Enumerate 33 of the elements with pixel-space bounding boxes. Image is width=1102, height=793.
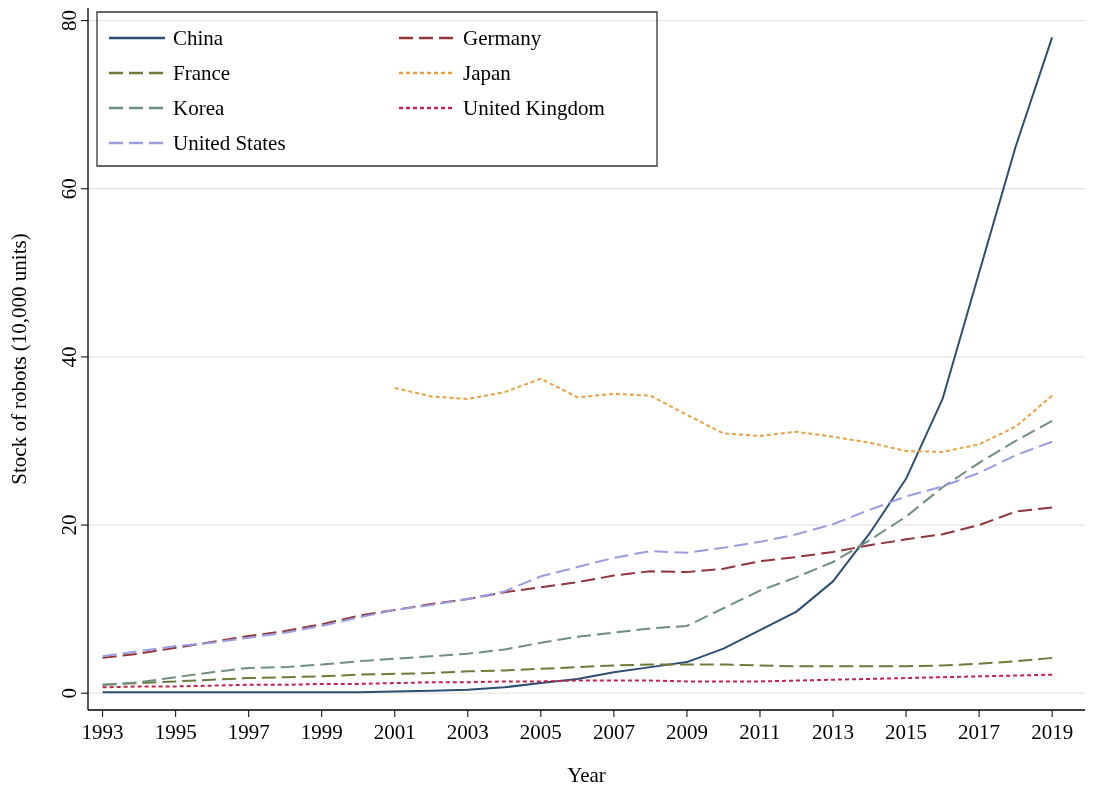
legend-label: United States — [173, 131, 286, 155]
x-tick-label: 2001 — [373, 720, 416, 744]
line-series — [393, 377, 1054, 453]
x-tick-label: 2013 — [812, 720, 855, 744]
legend-label: Korea — [173, 96, 225, 120]
x-tick-label: 2019 — [1031, 720, 1074, 744]
x-tick-label: 2017 — [958, 720, 1001, 744]
y-axis-title: Stock of robots (10,000 units) — [7, 233, 31, 485]
x-tick-label: 2003 — [446, 720, 489, 744]
y-tick-label: 20 — [57, 514, 81, 536]
y-tick-label: 80 — [57, 10, 81, 32]
line-series — [101, 440, 1054, 658]
x-tick-label: 2011 — [739, 720, 781, 744]
y-tick-label: 60 — [57, 178, 81, 200]
x-tick-label: 1993 — [81, 720, 124, 744]
x-tick-label: 2007 — [592, 720, 635, 744]
legend-label: France — [173, 61, 231, 85]
legend-label: United Kingdom — [463, 96, 605, 120]
legend-label: Japan — [463, 61, 512, 85]
legend-label: China — [173, 26, 224, 50]
x-tick-label: 2015 — [885, 720, 928, 744]
x-tick-label: 1997 — [227, 720, 270, 744]
line-series — [101, 506, 1054, 659]
line-series — [101, 419, 1054, 686]
y-tick-label: 40 — [57, 346, 81, 368]
x-tick-label: 2009 — [665, 720, 708, 744]
x-axis-title: Year — [567, 763, 606, 787]
x-tick-label: 1999 — [300, 720, 343, 744]
legend-label: Germany — [463, 26, 542, 50]
x-tick-label: 1995 — [154, 720, 197, 744]
x-tick-label: 2005 — [519, 720, 562, 744]
y-tick-label: 0 — [57, 687, 81, 699]
line-series — [101, 673, 1054, 689]
